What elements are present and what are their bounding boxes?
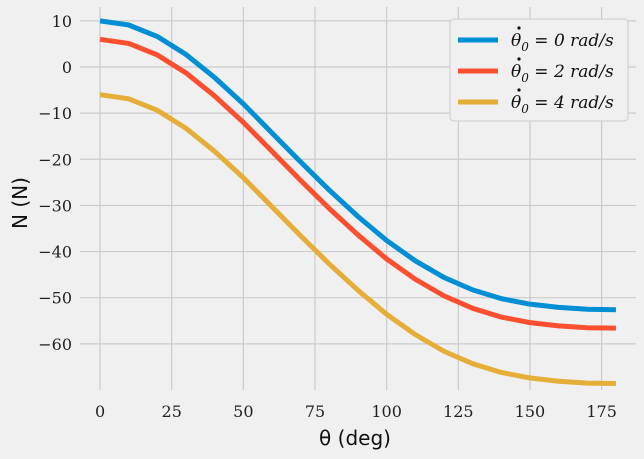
legend-label-1: θ0 = 2 rad/s (511, 62, 614, 85)
y-tick-label: −40 (38, 243, 72, 262)
series-lines (99, 18, 616, 387)
legend-dot-0 (517, 26, 521, 30)
y-tick-label: −60 (38, 335, 72, 354)
legend-dot-1 (517, 57, 521, 61)
legend-label-2: θ0 = 4 rad/s (511, 93, 614, 116)
y-axis-title: N (N) (8, 177, 32, 229)
x-tick-label: 175 (586, 402, 617, 421)
y-tick-label: 0 (62, 58, 72, 77)
legend-dot-2 (517, 88, 521, 92)
x-tick-label: 125 (443, 402, 474, 421)
x-tick-label: 100 (371, 402, 402, 421)
y-tick-label: −30 (38, 196, 72, 215)
y-tick-label: −20 (38, 150, 72, 169)
legend: θ0 = 0 rad/s θ0 = 2 rad/s θ0 = 4 rad/s (449, 18, 629, 122)
x-axis-title: θ (deg) (319, 426, 391, 450)
x-tick-label: 0 (95, 402, 105, 421)
y-tick-label: −50 (38, 289, 72, 308)
series-line-1 (99, 36, 616, 331)
x-tick-label: 50 (233, 402, 253, 421)
series-line-2 (99, 92, 616, 387)
legend-label-0: θ0 = 0 rad/s (511, 31, 614, 54)
x-tick-label: 150 (515, 402, 546, 421)
legend-box (449, 18, 629, 122)
y-tick-label: 10 (52, 12, 72, 31)
x-tick-label: 75 (305, 402, 325, 421)
x-tick-label: 25 (162, 402, 182, 421)
series-line-0 (99, 18, 616, 313)
y-tick-label: −10 (38, 104, 72, 123)
